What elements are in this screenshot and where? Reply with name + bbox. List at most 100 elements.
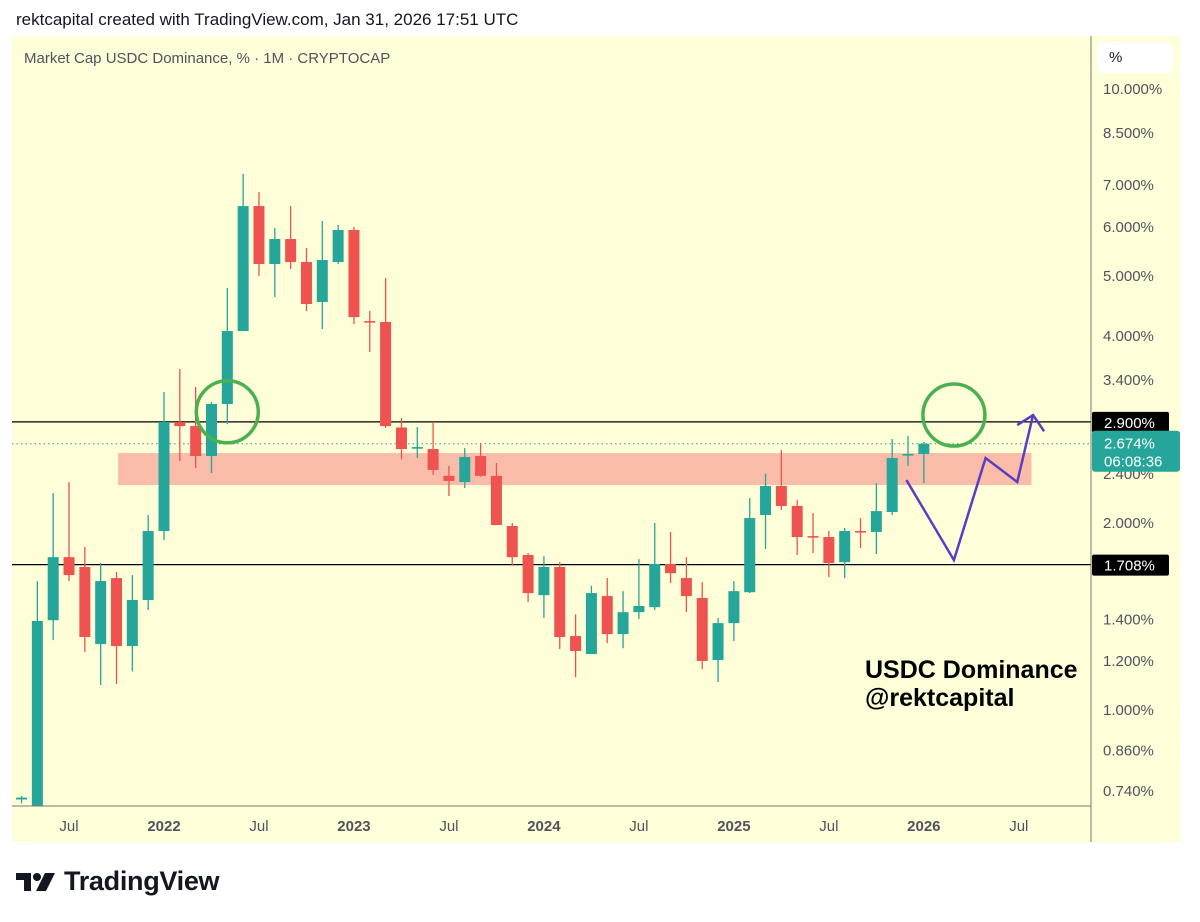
time-tick-label: Jul <box>629 818 648 835</box>
time-tick-label: Jul <box>59 818 78 835</box>
candle-body <box>31 620 43 806</box>
candle-body <box>522 555 534 594</box>
candle-2025-09 <box>855 518 867 549</box>
candle-2023-01 <box>348 227 360 325</box>
candle-body <box>205 404 217 457</box>
candle-2023-04 <box>395 418 407 460</box>
candle-body <box>63 557 75 576</box>
candle-2025-04 <box>775 450 787 511</box>
price-tick-label: 10.000% <box>1103 81 1162 98</box>
candle-2025-11 <box>886 439 898 516</box>
tradingview-logo-icon <box>16 872 55 891</box>
candle-body <box>253 206 265 264</box>
price-tick-label: 1.200% <box>1103 653 1154 670</box>
candle-body <box>364 321 376 323</box>
candle-2022-11 <box>316 221 328 330</box>
time-tick-label: 2026 <box>907 818 940 835</box>
candle-body <box>300 262 312 305</box>
candle-body <box>79 567 91 637</box>
candle-body <box>680 578 692 597</box>
watermark-title: USDC Dominance <box>865 656 1078 684</box>
candle-body <box>601 596 613 635</box>
candle-body <box>855 530 867 533</box>
candle-2023-02 <box>364 311 376 353</box>
candle-2023-11 <box>506 523 518 565</box>
candle-2023-07 <box>443 466 455 496</box>
candle-2023-10 <box>490 463 502 526</box>
candle-2024-07 <box>633 559 645 620</box>
candle-2022-12 <box>332 224 344 264</box>
tradingview-logo: TradingView <box>16 866 220 897</box>
candle-2025-06 <box>807 513 819 554</box>
candle-body <box>459 456 471 483</box>
candle-body <box>902 454 914 456</box>
candle-2025-08 <box>839 527 851 579</box>
price-tick-label: 7.000% <box>1103 177 1154 194</box>
candle-2025-10 <box>870 483 882 555</box>
plot-area <box>12 174 1091 806</box>
candle-2021-07 <box>63 482 75 582</box>
symbol-legend[interactable]: Market Cap USDC Dominance, % · 1M · CRYP… <box>24 50 391 67</box>
candle-2022-03 <box>190 386 202 468</box>
candle-body <box>174 422 186 427</box>
candle-2022-10 <box>300 248 312 312</box>
candle-2023-08 <box>459 448 471 489</box>
candle-2022-09 <box>285 206 297 270</box>
highlight-circle <box>194 379 261 445</box>
candle-2021-05 <box>31 581 43 806</box>
candle-2024-11 <box>696 582 708 670</box>
price-tick-label: 2.000% <box>1103 515 1154 532</box>
time-tick-label: Jul <box>819 818 838 835</box>
candle-2025-01 <box>728 581 740 641</box>
candle-body <box>823 537 835 564</box>
candle-body <box>348 230 360 318</box>
candle-2021-10 <box>111 571 123 685</box>
candle-body <box>870 511 882 532</box>
candle-body <box>490 475 502 526</box>
candle-body <box>775 486 787 506</box>
candle-body <box>47 557 59 621</box>
price-tick-label: 8.500% <box>1103 125 1154 142</box>
price-tick-label: 0.740% <box>1103 783 1154 800</box>
candle-body <box>791 505 803 538</box>
candle-2022-01 <box>158 392 170 541</box>
candle-body <box>570 635 582 651</box>
price-tick-label: 0.860% <box>1103 743 1154 760</box>
time-tick-label: Jul <box>1009 818 1028 835</box>
candle-2024-03 <box>570 614 582 678</box>
candle-body <box>760 486 772 516</box>
candle-2026-01 <box>918 442 930 484</box>
price-tick-label: 1.400% <box>1103 611 1154 628</box>
time-tick-label: 2023 <box>337 818 370 835</box>
price-tick-label: 6.000% <box>1103 219 1154 236</box>
candle-body <box>617 612 629 635</box>
scale-unit-button[interactable]: % <box>1097 42 1173 73</box>
watermark-author: @rektcapital <box>865 684 1015 712</box>
candle-2025-12 <box>902 435 914 467</box>
candle-body <box>807 536 819 538</box>
candle-body <box>538 567 550 596</box>
candle-2024-06 <box>617 591 629 649</box>
candle-2024-01 <box>538 556 550 619</box>
candle-2023-05 <box>411 427 423 459</box>
candle-body <box>427 449 439 470</box>
candle-body <box>158 422 170 531</box>
candle-body <box>443 475 455 481</box>
candle-body <box>649 563 661 608</box>
projection-path <box>905 414 1035 564</box>
highlight-circle <box>921 382 987 448</box>
candle-body <box>95 581 107 645</box>
price-tick-label: 1.000% <box>1103 702 1154 719</box>
candle-body <box>237 206 249 332</box>
candle-body <box>111 578 123 647</box>
last-price-label: 2.674% <box>1104 436 1155 453</box>
candle-2024-10 <box>680 557 692 613</box>
level-price-label: 1.708% <box>1104 558 1155 575</box>
candle-body <box>221 331 233 405</box>
candle-2024-08 <box>649 523 661 611</box>
candle-body <box>126 600 138 647</box>
candle-body <box>380 322 392 427</box>
level-price-badge <box>1092 411 1169 433</box>
time-tick-label: 2024 <box>527 818 561 835</box>
